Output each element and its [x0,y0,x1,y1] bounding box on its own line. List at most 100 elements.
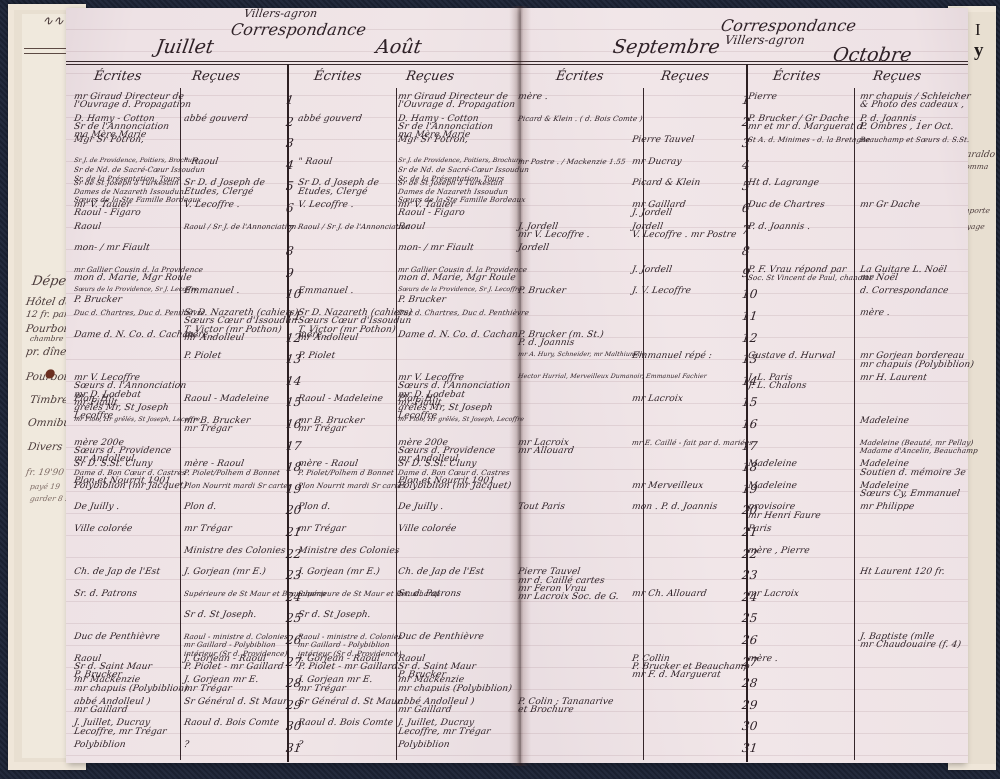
entry-recue: mr F. d. Marguerat [631,670,722,681]
underpage-scribble: ∿∿ [40,14,65,29]
entry-ecrite: De Juilly . [73,502,121,513]
entry-recue: P. Brucker [397,294,447,305]
entry-ecrite: P. Piolet - mr Gaillard [297,662,399,672]
day-number: 31 [741,741,759,755]
entry-recue: mr Philippe [859,502,916,513]
entry-recue: mr Ducray [631,156,683,167]
day-number: 6 [285,201,295,215]
entry-ecrite: Raoul d. Bois Comte [297,718,394,729]
entry-recue: mère . [183,329,215,340]
day-number: 23 [741,568,759,583]
entry-ecrite: Ministre des Colonies [297,545,401,556]
entry-recue: & Photo des cadeaux , [859,100,966,111]
entry-ecrite: Polybiblion (mr Jacquet) [73,480,188,491]
entry-recue: Ville colorée [397,524,458,534]
entry-ecrite: Jordell [517,243,550,254]
corner-mark-roman: I [975,20,981,39]
day-number: 15 [741,395,759,410]
month-divider-right [746,64,748,762]
entry-recue: J. Jordell [631,264,673,275]
entry-ecrite: " Raoul [297,156,334,167]
column-header-recues-juillet: Reçues [190,69,242,84]
entry-ecrite: V. Lecoffre . [297,200,355,210]
entry-recue: mr Noël [859,273,899,284]
entry-recue: Sr J. de Providence, Poitiers, Brochure [397,156,524,164]
entry-recue: Raoul - Figaro [397,208,466,219]
entry-ecrite: Ville colorée [73,524,134,534]
entry-recue: mr Ch. Allouard [631,588,708,599]
underpage-rule-a [24,48,88,49]
entry-recue: Beauchamp et Sœurs d. S.St. [859,135,971,145]
entry-recue: mr Gaillard [397,705,453,716]
entry-ecrite: Picard & Klein . ( d. Bois Comte ) [517,113,644,123]
entry-recue: Plon d. [183,502,218,513]
entry-recue: Duc d. Chartres, Duc d. Penthièvre [397,308,530,317]
day-number: 4 [285,157,295,172]
entry-ecrite: Sr. d. Patrons [73,588,138,599]
header-rule-top-right [521,61,968,62]
entry-ecrite: Madeleine [747,480,798,491]
entry-ecrite: Lecoffre, mr Trégar [73,726,168,737]
corner-mark-letter: y [974,40,984,61]
entry-ecrite: mr et mr d. Marguerat d. [747,122,867,132]
entry-ecrite: Polybiblion [73,740,127,750]
entry-recue: mr Gr Dache [859,200,921,210]
entry-recue: mr Chaudouaire (f. 4) [859,640,962,651]
entry-ecrite: mère , Pierre [747,545,811,556]
margin-note-paid: payé 19 [29,482,61,491]
entry-recue: Sœurs de la Providence, Sr J. Lecoffre [397,286,523,294]
entry-recue: mère . [859,308,891,318]
spread-subtitle-right: Villers-agron [723,33,806,47]
entry-recue: P. Piolet [183,351,222,362]
col-divider-septembre [643,88,644,760]
entry-ecrite: mr Gaillard [73,705,129,716]
entry-recue: Polybiblion (mr Jacquet) [397,480,512,491]
entry-recue: Duc de Penthièvre [397,632,485,642]
entry-recue: Ht Laurent 120 fr. [859,567,946,578]
entry-ecrite: Raoul [73,221,102,232]
column-header-recues-octobre: Reçues [871,69,923,84]
entry-ecrite: Raoul - Madeleine [297,394,384,405]
entry-ecrite: P. Piolet/Polhem d Bonnet [297,467,395,477]
entry-ecrite: mon d. Marie, Mgr Roule [73,273,193,284]
entry-recue: Sr Général d. St Maur [183,696,289,707]
entry-ecrite: J. Gorjean (mr E.) [297,567,381,578]
entry-recue: Polybiblion [397,740,451,750]
entry-recue: Ministre des Colonies [183,545,287,556]
entry-recue: Dames de Nazareth Issoudun [397,186,509,196]
entry-ecrite: Emmanuel . [297,286,355,297]
entry-ecrite: Paris [747,524,773,534]
entry-ecrite: Sr de Nd. de Sacré-Cœur Issoudun [73,165,206,175]
entry-recue: Pierre Tauvel [631,135,695,146]
entry-recue: mr Trégar [183,524,233,534]
entry-ecrite: Dames de Nazareth Issoudun [73,186,185,196]
entry-recue: Soutien d. mémoire 3e [859,467,967,478]
entry-ecrite: mère . [747,653,779,664]
day-number: 14 [285,373,303,388]
day-number: 2 [285,114,295,129]
entry-recue: Madeleine [859,416,910,426]
entry-recue: J. Gorjean (mr E.) [183,567,267,578]
entry-ecrite: mr V. Lecoffre . [517,230,591,240]
entry-ecrite: mr A. Hury, Schneider, mr Malthiunelle [517,351,647,359]
entry-recue: mr Trégar [183,683,233,694]
day-number: 26 [741,633,759,647]
column-header-ecrites-octobre: Écrites [771,69,822,84]
column-header-ecrites-juillet: Écrites [92,69,143,84]
entry-ecrite: P. d. Joannis [517,338,576,348]
header-rule-top-left [66,61,521,62]
entry-recue: mr Lacroix [631,394,684,405]
spread-title: Correspondance [229,20,368,39]
entry-ecrite: mr Gaillard - Polybiblion [297,640,391,650]
column-header-recues-septembre: Reçues [659,69,711,84]
entry-recue: Mgr Sr Potron, [397,135,469,146]
entry-ecrite: mr Henri Faure [747,510,822,521]
col-divider-aout [396,88,397,760]
entry-ecrite: mr Trégar [297,683,347,694]
day-number: 28 [741,676,759,691]
entry-recue: mr chapuis (Polybiblion) [397,683,513,694]
entry-recue: Sr. d. Patrons [397,588,462,599]
entry-recue: Raoul d. Bois Comte [183,718,280,729]
entry-recue: P. Ombres , 1er Oct. [859,122,955,132]
